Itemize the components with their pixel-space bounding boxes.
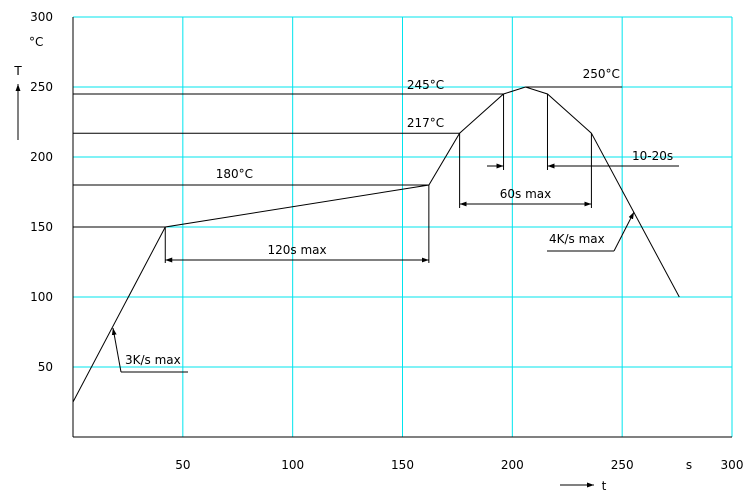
x-tick-label: 300: [721, 458, 744, 472]
y-tick-label: 150: [30, 220, 53, 234]
reference-label-245: 245°C: [407, 78, 444, 92]
y-tick-label: 250: [30, 80, 53, 94]
x-unit-label: s: [686, 458, 692, 472]
annotation-120s: 120s max: [267, 243, 326, 257]
x-axis-label: t: [602, 479, 607, 493]
y-tick-label: 300: [30, 10, 53, 24]
y-unit-label: °C: [29, 35, 43, 49]
leader-3k-arrow: [111, 327, 122, 373]
x-tick-label: 150: [391, 458, 414, 472]
x-tick-label: 100: [281, 458, 304, 472]
reference-lines: [73, 86, 623, 228]
profile-curve: [72, 86, 680, 403]
annotation-10-20s: 10-20s: [632, 149, 673, 163]
x-tick-label: 50: [175, 458, 190, 472]
x-tick-label: 250: [611, 458, 634, 472]
y-tick-label: 200: [30, 150, 53, 164]
y-axis-label: T: [13, 64, 22, 78]
annotation-60s: 60s max: [500, 187, 551, 201]
grid: [73, 16, 733, 437]
annotation-3k: 3K/s max: [125, 353, 181, 367]
annotation-4k: 4K/s max: [549, 232, 605, 246]
dimension-lines: [111, 94, 679, 373]
reference-label-217: 217°C: [407, 116, 444, 130]
profile-line: [72, 86, 680, 403]
labels: 50 100 150 200 250 300 50 100 150 200 250 300 s t °C T 1…: [13, 10, 743, 493]
x-tick-label: 200: [501, 458, 524, 472]
y-tick-label: 100: [30, 290, 53, 304]
y-tick-label: 50: [38, 360, 53, 374]
leader-4k-arrow: [613, 211, 635, 252]
axes: [72, 17, 732, 438]
reference-label-250: 250°C: [583, 67, 620, 81]
reference-label-180: 180°C: [216, 167, 253, 181]
